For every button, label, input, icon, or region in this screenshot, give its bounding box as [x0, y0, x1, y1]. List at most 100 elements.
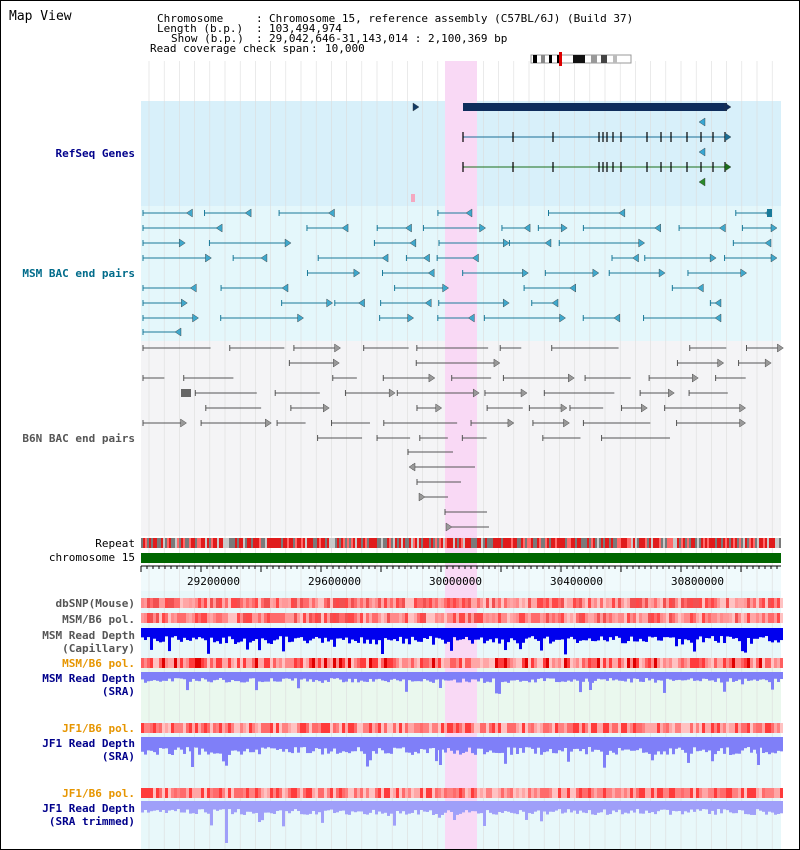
jf1-trimmed-depth-bar — [744, 801, 747, 815]
jf1-pol-strip — [513, 788, 516, 798]
track-label-b6n-bac[interactable]: B6N BAC end pairs — [22, 432, 135, 445]
jf1-pol-strip — [501, 723, 504, 733]
msm-sra-depth-bar — [270, 672, 273, 679]
msm-capillary-depth-bar — [696, 628, 699, 640]
track-label-msm-pol-2[interactable]: MSM/B6 pol. — [62, 657, 135, 670]
jf1-trimmed-depth-bar — [543, 801, 546, 812]
msm-capillary-depth-bar — [282, 628, 285, 652]
track-label-msm-bac[interactable]: MSM BAC end pairs — [22, 267, 135, 280]
dbsnp-strip — [411, 598, 414, 608]
jf1-sra-depth-bar — [261, 737, 264, 748]
jf1-trimmed-depth-bar — [525, 801, 528, 820]
track-label-dbsnp[interactable]: dbSNP(Mouse) — [55, 597, 135, 610]
jf1-trimmed-depth-bar — [780, 801, 783, 814]
msm-pol-strip — [609, 658, 612, 668]
repeat-segment — [365, 538, 367, 548]
jf1-sra-depth-bar — [540, 737, 543, 755]
jf1-sra-depth-bar — [198, 737, 201, 755]
repeat-segment — [273, 538, 275, 548]
repeat-segment — [255, 538, 257, 548]
msm-sra-depth-bar — [735, 672, 738, 681]
msm-sra-depth-bar — [780, 672, 783, 680]
jf1-sra-depth-bar — [336, 737, 339, 754]
jf1-sra-depth-bar — [150, 737, 153, 751]
jf1-sra-depth-bar — [327, 737, 330, 754]
bac-end-arrow — [507, 418, 515, 428]
jf1-trimmed-depth-bar — [474, 801, 477, 812]
msm-sra-depth-bar — [696, 672, 699, 681]
repeat-segment — [211, 538, 213, 548]
msm-capillary-depth-bar — [480, 628, 483, 638]
jf1-sra-depth-bar — [264, 737, 267, 749]
dbsnp-strip — [492, 598, 495, 608]
axis-tick-label: 30800000 — [671, 575, 724, 588]
jf1-trimmed-depth-bar — [516, 801, 519, 815]
track-label-jf1-depth-trim-1[interactable]: JF1 Read Depth — [42, 802, 135, 815]
msm-pol-strip — [468, 658, 471, 668]
jf1-pol-strip — [330, 788, 333, 798]
jf1-pol-strip — [315, 723, 318, 733]
msm-pol-strip — [510, 613, 513, 623]
repeat-segment — [419, 538, 421, 548]
dbsnp-strip — [477, 598, 480, 608]
repeat-segment — [231, 538, 233, 548]
repeat-segment — [549, 538, 551, 548]
bac-end-arrow — [341, 223, 349, 233]
jf1-trimmed-depth-bar — [186, 801, 189, 810]
msm-pol-strip — [342, 613, 345, 623]
msm-pol-strip — [429, 658, 432, 668]
track-label-msm-pol-1[interactable]: MSM/B6 pol. — [62, 613, 135, 626]
track-label-jf1-depth-sra-1[interactable]: JF1 Read Depth — [42, 737, 135, 750]
msm-sra-depth-bar — [669, 672, 672, 680]
msm-pol-strip — [489, 613, 492, 623]
msm-pol-strip — [255, 613, 258, 623]
track-label-refseq[interactable]: RefSeq Genes — [55, 147, 135, 160]
dbsnp-strip — [606, 598, 609, 608]
jf1-pol-strip — [687, 788, 690, 798]
msm-sra-depth-bar — [531, 672, 534, 680]
bac-end-arrow — [186, 208, 193, 218]
jf1-sra-depth-bar — [606, 737, 609, 755]
msm-capillary-depth-bar — [669, 628, 672, 638]
msm-pol-strip — [288, 613, 291, 623]
repeat-segment — [317, 538, 319, 548]
repeat-segment — [467, 538, 469, 548]
repeat-segment — [733, 538, 735, 548]
msm-sra-depth-bar — [165, 672, 168, 681]
msm-capillary-depth-bar — [426, 628, 429, 639]
msm-sra-depth-bar — [510, 672, 513, 681]
jf1-sra-depth-bar — [240, 737, 243, 755]
msm-capillary-depth-bar — [726, 628, 729, 637]
repeat-segment — [501, 538, 503, 548]
msm-pol-strip — [441, 658, 444, 668]
jf1-trimmed-depth-bar — [276, 801, 279, 811]
track-label-chromosome[interactable]: chromosome 15 — [48, 551, 135, 564]
track-label-jf1-pol-1[interactable]: JF1/B6 pol. — [62, 722, 135, 735]
track-label-repeat[interactable]: Repeat — [95, 537, 135, 550]
repeat-segment — [329, 538, 331, 548]
jf1-trimmed-depth-bar — [420, 801, 423, 810]
msm-pol-strip — [558, 613, 561, 623]
dbsnp-strip — [291, 598, 294, 608]
msm-pol-strip — [279, 613, 282, 623]
msm-sra-depth-bar — [720, 672, 723, 683]
jf1-trimmed-depth-bar — [351, 801, 354, 812]
repeat-segment — [571, 538, 573, 548]
jf1-sra-depth-bar — [411, 737, 414, 755]
msm-capillary-depth-bar — [264, 628, 267, 641]
jf1-pol-strip — [543, 723, 546, 733]
jf1-trimmed-depth-bar — [687, 801, 690, 813]
track-label-msm-depth-sra-1[interactable]: MSM Read Depth — [42, 672, 135, 685]
track-label-msm-depth-cap-1[interactable]: MSM Read Depth — [42, 629, 135, 642]
jf1-pol-strip — [156, 723, 159, 733]
repeat-segment — [177, 538, 179, 548]
jf1-pol-strip — [618, 788, 621, 798]
msm-capillary-depth-bar — [582, 628, 585, 641]
jf1-pol-strip — [543, 788, 546, 798]
repeat-segment — [667, 538, 669, 548]
track-label-jf1-pol-2[interactable]: JF1/B6 pol. — [62, 787, 135, 800]
jf1-pol-strip — [585, 788, 588, 798]
repeat-segment — [611, 538, 613, 548]
